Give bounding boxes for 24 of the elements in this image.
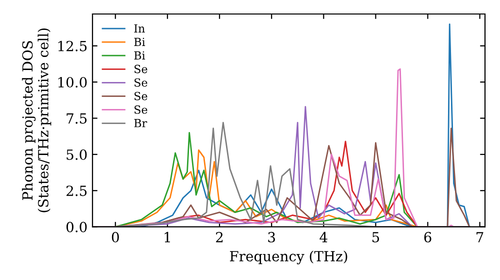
legend-label: Se <box>134 78 148 87</box>
x-tick-label: 3 <box>268 232 275 242</box>
legend-label: Bi <box>134 51 146 60</box>
legend-label: In <box>134 24 145 32</box>
legend-label: Se <box>134 92 148 100</box>
legend-label: Bi <box>134 38 146 46</box>
y-axis-title: Phonon projected DOS (States/THz·primitive cell) <box>22 28 52 212</box>
y-tick-label: 2.5 <box>66 186 87 196</box>
x-tick-label: 5 <box>372 232 380 242</box>
x-tick-label: 7 <box>476 232 484 242</box>
y-tick-label: 7.5 <box>66 113 87 124</box>
x-tick-label: 4 <box>320 232 328 242</box>
y-tick-label: 0.0 <box>66 222 87 232</box>
y-tick-label: 12.5 <box>58 40 87 52</box>
legend-label: Br <box>134 119 148 128</box>
x-tick-label: 0 <box>112 232 119 242</box>
y-tick-label: 5.0 <box>66 149 87 160</box>
x-tick-label: 6 <box>424 232 432 242</box>
x-axis-title: Frequency (THz) <box>230 250 348 264</box>
x-tick-label: 2 <box>216 232 223 242</box>
y-tick-label: 10.0 <box>58 77 87 88</box>
x-tick-label: 1 <box>164 232 170 242</box>
legend-label: Se <box>134 64 148 74</box>
legend-label: Se <box>134 105 148 114</box>
